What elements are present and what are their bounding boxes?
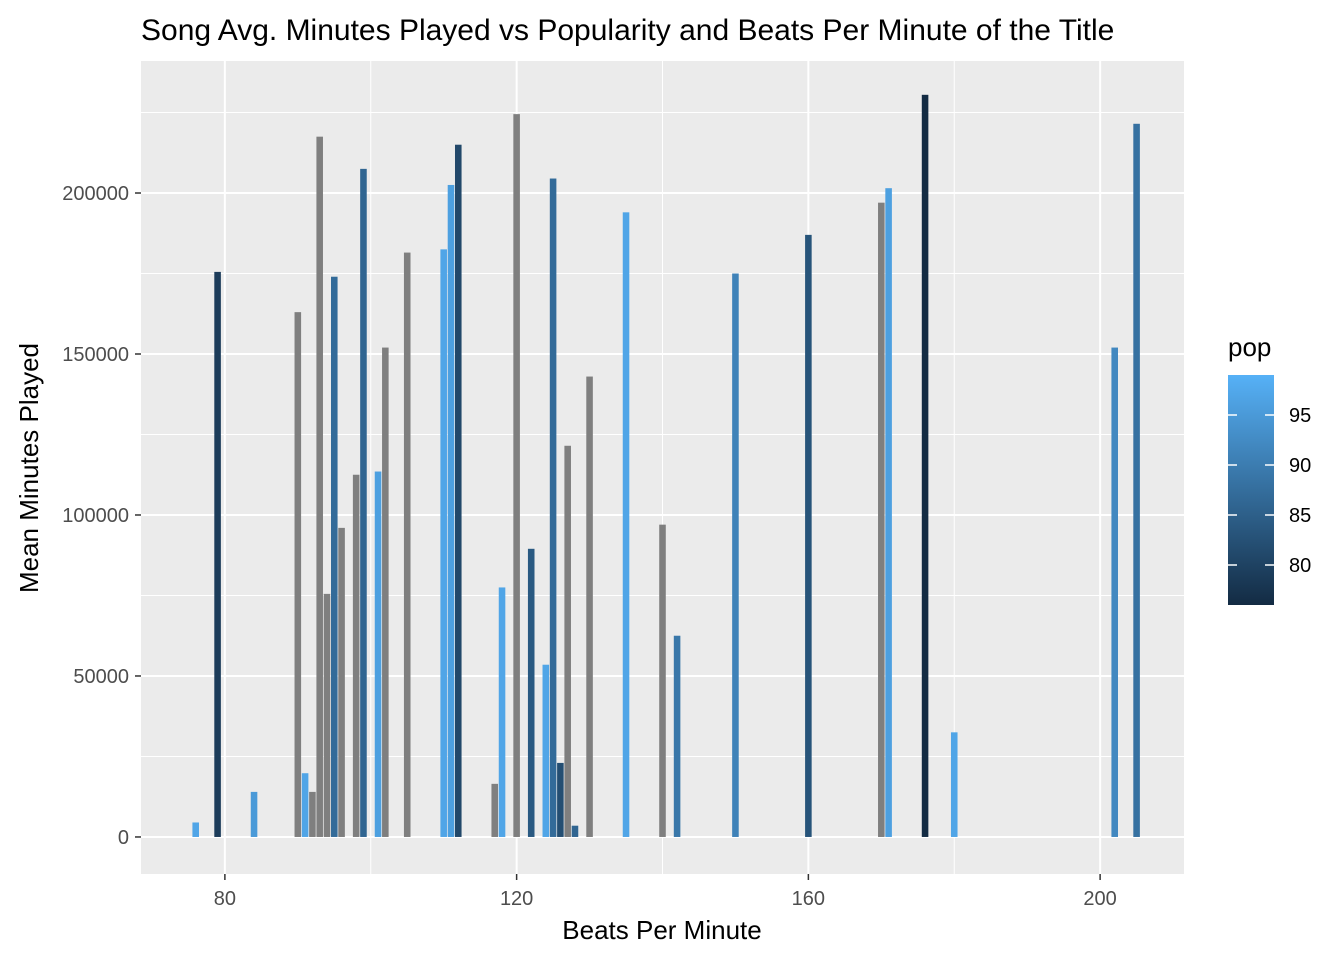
bar (323, 593, 331, 837)
bar (338, 527, 345, 837)
bar (805, 234, 812, 837)
bar (527, 548, 535, 837)
bar (513, 114, 520, 837)
bar (309, 791, 316, 837)
x-tick-label: 160 (792, 888, 825, 910)
bar (250, 791, 258, 837)
y-axis: 0 50000 100000 150000 200000 (62, 183, 141, 849)
bar (1111, 347, 1118, 837)
grid-minor (141, 61, 1184, 874)
y-axis-title: Mean Minutes Played (14, 343, 44, 593)
y-tick-label: 150000 (62, 344, 129, 366)
bar (622, 212, 630, 837)
y-tick-label: 100000 (62, 505, 129, 527)
bar (454, 144, 462, 837)
bar (564, 445, 571, 837)
x-tick-label: 80 (214, 888, 236, 910)
bar (360, 168, 367, 837)
y-tick-label: 0 (118, 827, 129, 849)
legend-tick-label: 90 (1289, 455, 1311, 477)
bar (491, 783, 499, 837)
bar (557, 762, 564, 837)
x-tick-label: 120 (500, 888, 533, 910)
bar (374, 471, 382, 837)
bar (586, 376, 593, 837)
bar (214, 271, 221, 837)
legend: pop 80 85 90 95 (1228, 332, 1311, 605)
bar (440, 249, 447, 837)
bar (878, 202, 885, 837)
x-tick-label: 200 (1083, 888, 1116, 910)
bar (331, 276, 338, 837)
bar (316, 136, 323, 837)
chart-title: Song Avg. Minutes Played vs Popularity a… (141, 14, 1114, 47)
bar (885, 188, 892, 837)
y-tick-label: 50000 (73, 666, 129, 688)
legend-tick-label: 85 (1289, 505, 1311, 527)
bar (549, 178, 557, 837)
bar (921, 94, 929, 837)
bar (301, 773, 309, 837)
bars (192, 94, 1140, 837)
bar (571, 825, 579, 837)
bar (192, 822, 199, 837)
bar (403, 252, 411, 837)
legend-colorbar (1228, 375, 1274, 605)
bar (447, 184, 455, 837)
legend-tick-label: 95 (1289, 405, 1311, 427)
x-axis-title: Beats Per Minute (562, 915, 761, 945)
bar (294, 312, 302, 837)
bar (673, 635, 681, 837)
bar (542, 664, 550, 837)
legend-tick-label: 80 (1289, 555, 1311, 577)
bar (498, 587, 506, 837)
bar (352, 474, 360, 837)
bar (659, 524, 666, 837)
bar (732, 273, 739, 837)
y-tick-label: 200000 (62, 183, 129, 205)
bar (950, 732, 958, 837)
x-axis: 80 120 160 200 (214, 874, 1117, 910)
legend-title: pop (1228, 332, 1271, 362)
legend-ticks: 80 85 90 95 (1228, 405, 1311, 577)
bar (1133, 123, 1140, 837)
bar (382, 347, 389, 837)
